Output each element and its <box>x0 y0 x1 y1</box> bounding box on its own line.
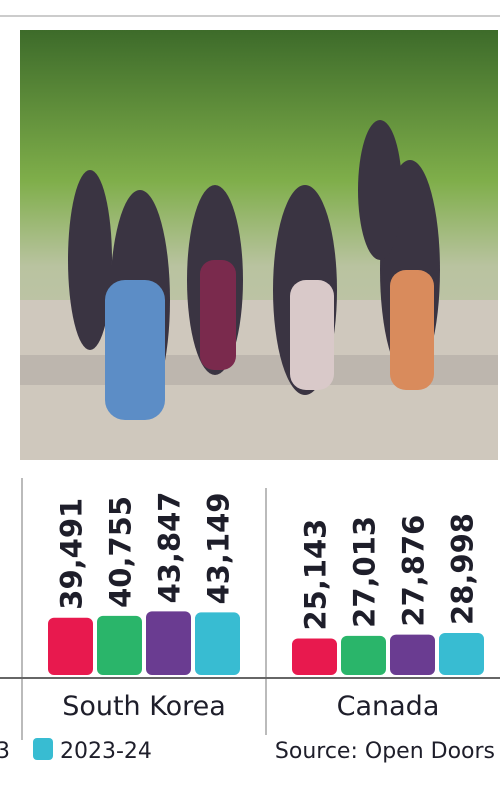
source: Source: Open Doors <box>275 739 495 764</box>
legend-fragment: 3 <box>0 739 10 764</box>
photo <box>20 30 498 460</box>
value-label: 43,149 <box>202 493 236 605</box>
bar <box>292 638 337 675</box>
bar <box>146 611 191 675</box>
bar <box>439 632 484 675</box>
bar <box>341 635 386 675</box>
value-label: 43,847 <box>153 492 187 604</box>
category-label: South Korea <box>62 691 226 722</box>
legend-label: 2023-24 <box>60 739 152 764</box>
value-label: 25,143 <box>299 519 333 631</box>
bar <box>97 615 142 675</box>
bar <box>48 617 93 675</box>
value-label: 40,755 <box>104 496 138 608</box>
bar <box>390 634 435 675</box>
bar <box>195 612 240 675</box>
value-label: 27,876 <box>397 515 431 627</box>
value-label: 27,013 <box>348 516 382 628</box>
legend-swatch <box>33 738 53 760</box>
category-label: Canada <box>337 691 440 722</box>
value-label: 28,998 <box>446 513 480 625</box>
value-label: 39,491 <box>55 498 89 610</box>
